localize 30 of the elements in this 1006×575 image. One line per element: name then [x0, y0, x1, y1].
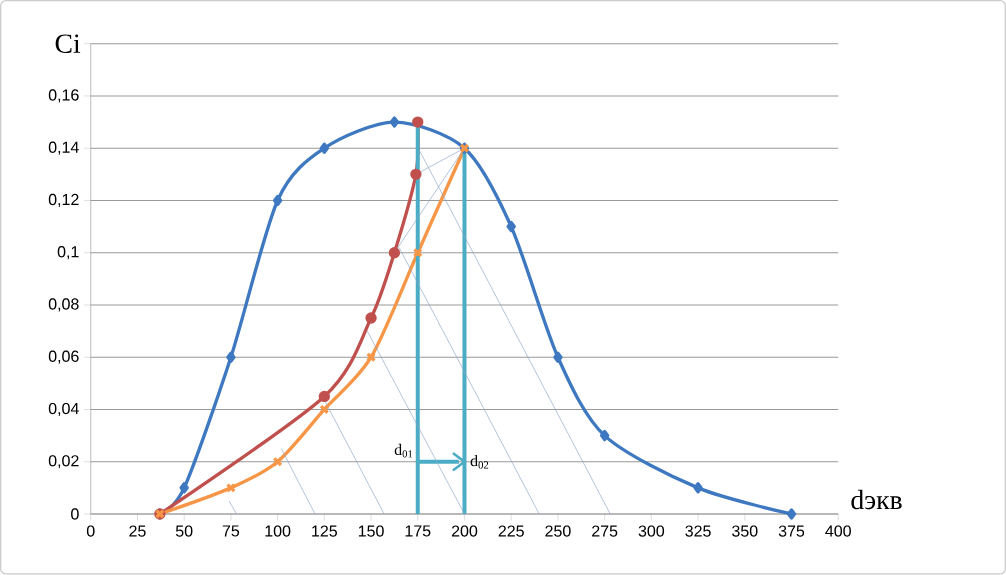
annotation: d$_{02}$	[470, 455, 489, 469]
y-tick-label: 0,14	[48, 141, 79, 155]
x-tick-label: 75	[222, 525, 240, 537]
x-tick-label: 375	[778, 525, 805, 537]
y-tick-label: 0,02	[48, 455, 79, 469]
x-tick-label: 275	[592, 525, 618, 537]
y-tick-label: 0,06	[48, 350, 79, 364]
x-tick-label: 400	[825, 525, 851, 537]
y-tick-label: 0,16	[48, 89, 79, 103]
x-tick-label: 100	[265, 525, 291, 537]
x-tick-label: 175	[405, 525, 431, 537]
y-axis-title: Ci	[55, 34, 81, 54]
x-tick-label: 150	[358, 525, 384, 537]
x-axis-title: dэкв	[851, 489, 902, 510]
x-tick-label: 50	[175, 525, 193, 537]
x-tick-label: 250	[545, 525, 571, 537]
x-tick-label: 225	[498, 525, 524, 537]
x-tick-label: 200	[451, 525, 478, 537]
x-tick-label: 25	[129, 525, 146, 537]
x-tick-label: 300	[638, 525, 665, 537]
annotation: d$_{01}$	[394, 443, 413, 458]
y-tick-label: 0,12	[48, 193, 79, 208]
y-tick-label: 0,1	[57, 246, 79, 260]
y-tick-label: 0,08	[48, 298, 79, 312]
y-tick-label: 0	[71, 508, 79, 520]
y-tick-label: 0,04	[48, 403, 79, 417]
x-tick-label: 325	[685, 525, 711, 537]
x-tick-label: 125	[312, 525, 337, 537]
x-tick-label: 0	[86, 525, 95, 537]
x-tick-label: 350	[732, 525, 758, 537]
